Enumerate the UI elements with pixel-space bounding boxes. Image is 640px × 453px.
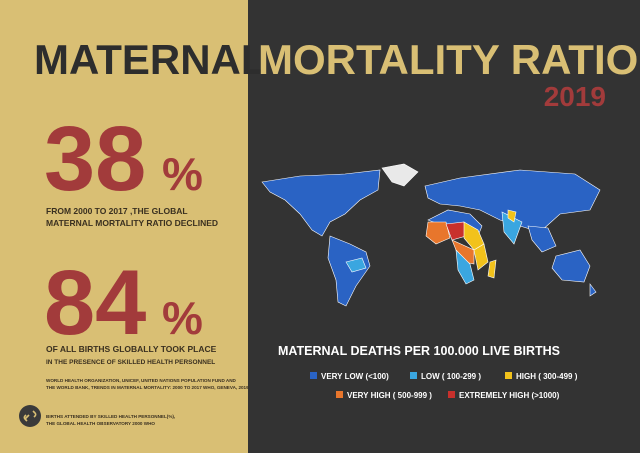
stat-text: OF ALL BIRTHS GLOBALLY TOOK PLACE (46, 344, 217, 354)
legend-swatch (505, 372, 512, 379)
legend: VERY LOW (<100) LOW ( 100-299 ) HIGH ( 300… (310, 372, 578, 400)
stat-text: FROM 2000 TO 2017 ,THE GLOBAL (46, 206, 188, 216)
source: THE WORLD BANK, TRENDS IN MATERNAL MORTA… (46, 385, 249, 390)
legend-label: VERY LOW (<100) (321, 372, 389, 381)
legend-label: VERY HIGH ( 500-999 ) (347, 391, 432, 400)
legend-label: EXTREMELY HIGH (>1000) (459, 391, 560, 400)
legend-swatch (310, 372, 317, 379)
left-panel (0, 0, 248, 453)
world-map (261, 163, 601, 307)
legend-label: HIGH ( 300-499 ) (516, 372, 578, 381)
stat-text: IN THE PRESENCE OF SKILLED HEALTH PERSON… (46, 359, 215, 366)
source: THE GLOBAL HEALTH OBSERVATORY 2000 WHO (46, 421, 155, 426)
stat-unit: % (162, 292, 203, 344)
title-part2: MORTALITY RATIO (258, 36, 638, 83)
legend-label: LOW ( 100-299 ) (421, 372, 481, 381)
stat-text: MATERNAL MORTALITY RATIO DECLINED (46, 218, 218, 228)
link-icon (19, 405, 41, 427)
title-part1: MATERNAL (34, 36, 267, 83)
legend-swatch (448, 391, 455, 398)
source: BIRTHS ATTENDED BY SKILLED HEALTH PERSON… (46, 414, 175, 419)
legend-swatch (410, 372, 417, 379)
source: WORLD HEALTH ORGANIZATION, UNICEF, UNITE… (46, 378, 237, 383)
stat-unit: % (162, 148, 203, 200)
stat-number: 84 (44, 252, 146, 354)
legend-swatch (336, 391, 343, 398)
legend-title: MATERNAL DEATHS PER 100.000 LIVE BIRTHS (278, 344, 560, 358)
year: 2019 (544, 81, 606, 112)
stat-number: 38 (44, 108, 146, 210)
